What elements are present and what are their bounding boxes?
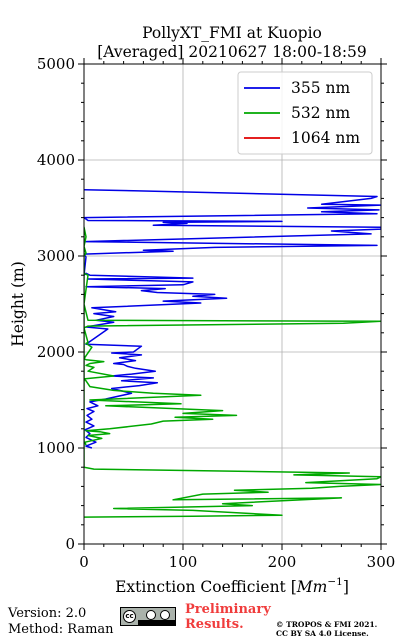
copyright-line-1: © TROPOS & FMI 2021.	[276, 620, 378, 629]
y-tick-label-3: 3000	[37, 247, 75, 265]
copyright-line-2: CC BY SA 4.0 License.	[276, 629, 369, 638]
chart-subtitle: [Averaged] 20210627 18:00-18:59	[97, 43, 367, 61]
x-axis-label: Extinction Coefficient [Mm−1]	[115, 576, 349, 596]
legend-box	[237, 71, 373, 155]
preliminary-note: Preliminary Results.	[185, 602, 271, 632]
legend-label-355-nm: 355 nm	[291, 79, 350, 97]
sa-icon	[160, 610, 170, 620]
axis-ticks	[78, 58, 387, 550]
legend-label-1064-nm: 1064 nm	[291, 129, 360, 147]
legend-label-532-nm: 532 nm	[291, 104, 350, 122]
preliminary-line-2: Results.	[185, 617, 244, 632]
cc-logo-icon: cc	[123, 610, 136, 623]
x-axis-label-exp: −1	[327, 576, 342, 588]
x-tick-label-0: 0	[79, 553, 89, 571]
x-axis-label-close: ]	[343, 578, 349, 596]
series-line-355-nm	[84, 189, 381, 449]
series-line-532-nm	[84, 226, 381, 518]
version-text: Version: 2.0	[8, 606, 87, 621]
x-axis-label-text: Extinction Coefficient [	[115, 578, 297, 596]
chart-title: PollyXT_FMI at Kuopio	[142, 24, 322, 42]
x-axis-label-unit: Mm	[296, 578, 328, 596]
y-tick-label-5: 5000	[37, 55, 75, 73]
y-tick-label-0: 0	[65, 535, 75, 553]
method-text: Method: Raman	[8, 622, 114, 637]
y-tick-label-2: 2000	[37, 343, 75, 361]
preliminary-line-1: Preliminary	[185, 602, 271, 617]
x-tick-label-3: 300	[367, 553, 396, 571]
y-tick-label-4: 4000	[37, 151, 75, 169]
plot-frame	[83, 63, 382, 545]
footer-info: Version: 2.0 Method: Raman	[8, 606, 114, 638]
y-axis-label: Height (m)	[9, 261, 27, 347]
y-tick-label-1: 1000	[37, 439, 75, 457]
by-icon	[146, 610, 156, 620]
x-tick-label-1: 100	[169, 553, 198, 571]
legend: 355 nm 532 nm 1064 nm	[237, 71, 373, 155]
series-layer	[84, 189, 381, 518]
cc-license-badge: cc	[120, 607, 176, 626]
badge-strip	[138, 620, 175, 625]
x-tick-label-2: 200	[268, 553, 297, 571]
copyright-note: © TROPOS & FMI 2021. CC BY SA 4.0 Licens…	[276, 620, 377, 638]
